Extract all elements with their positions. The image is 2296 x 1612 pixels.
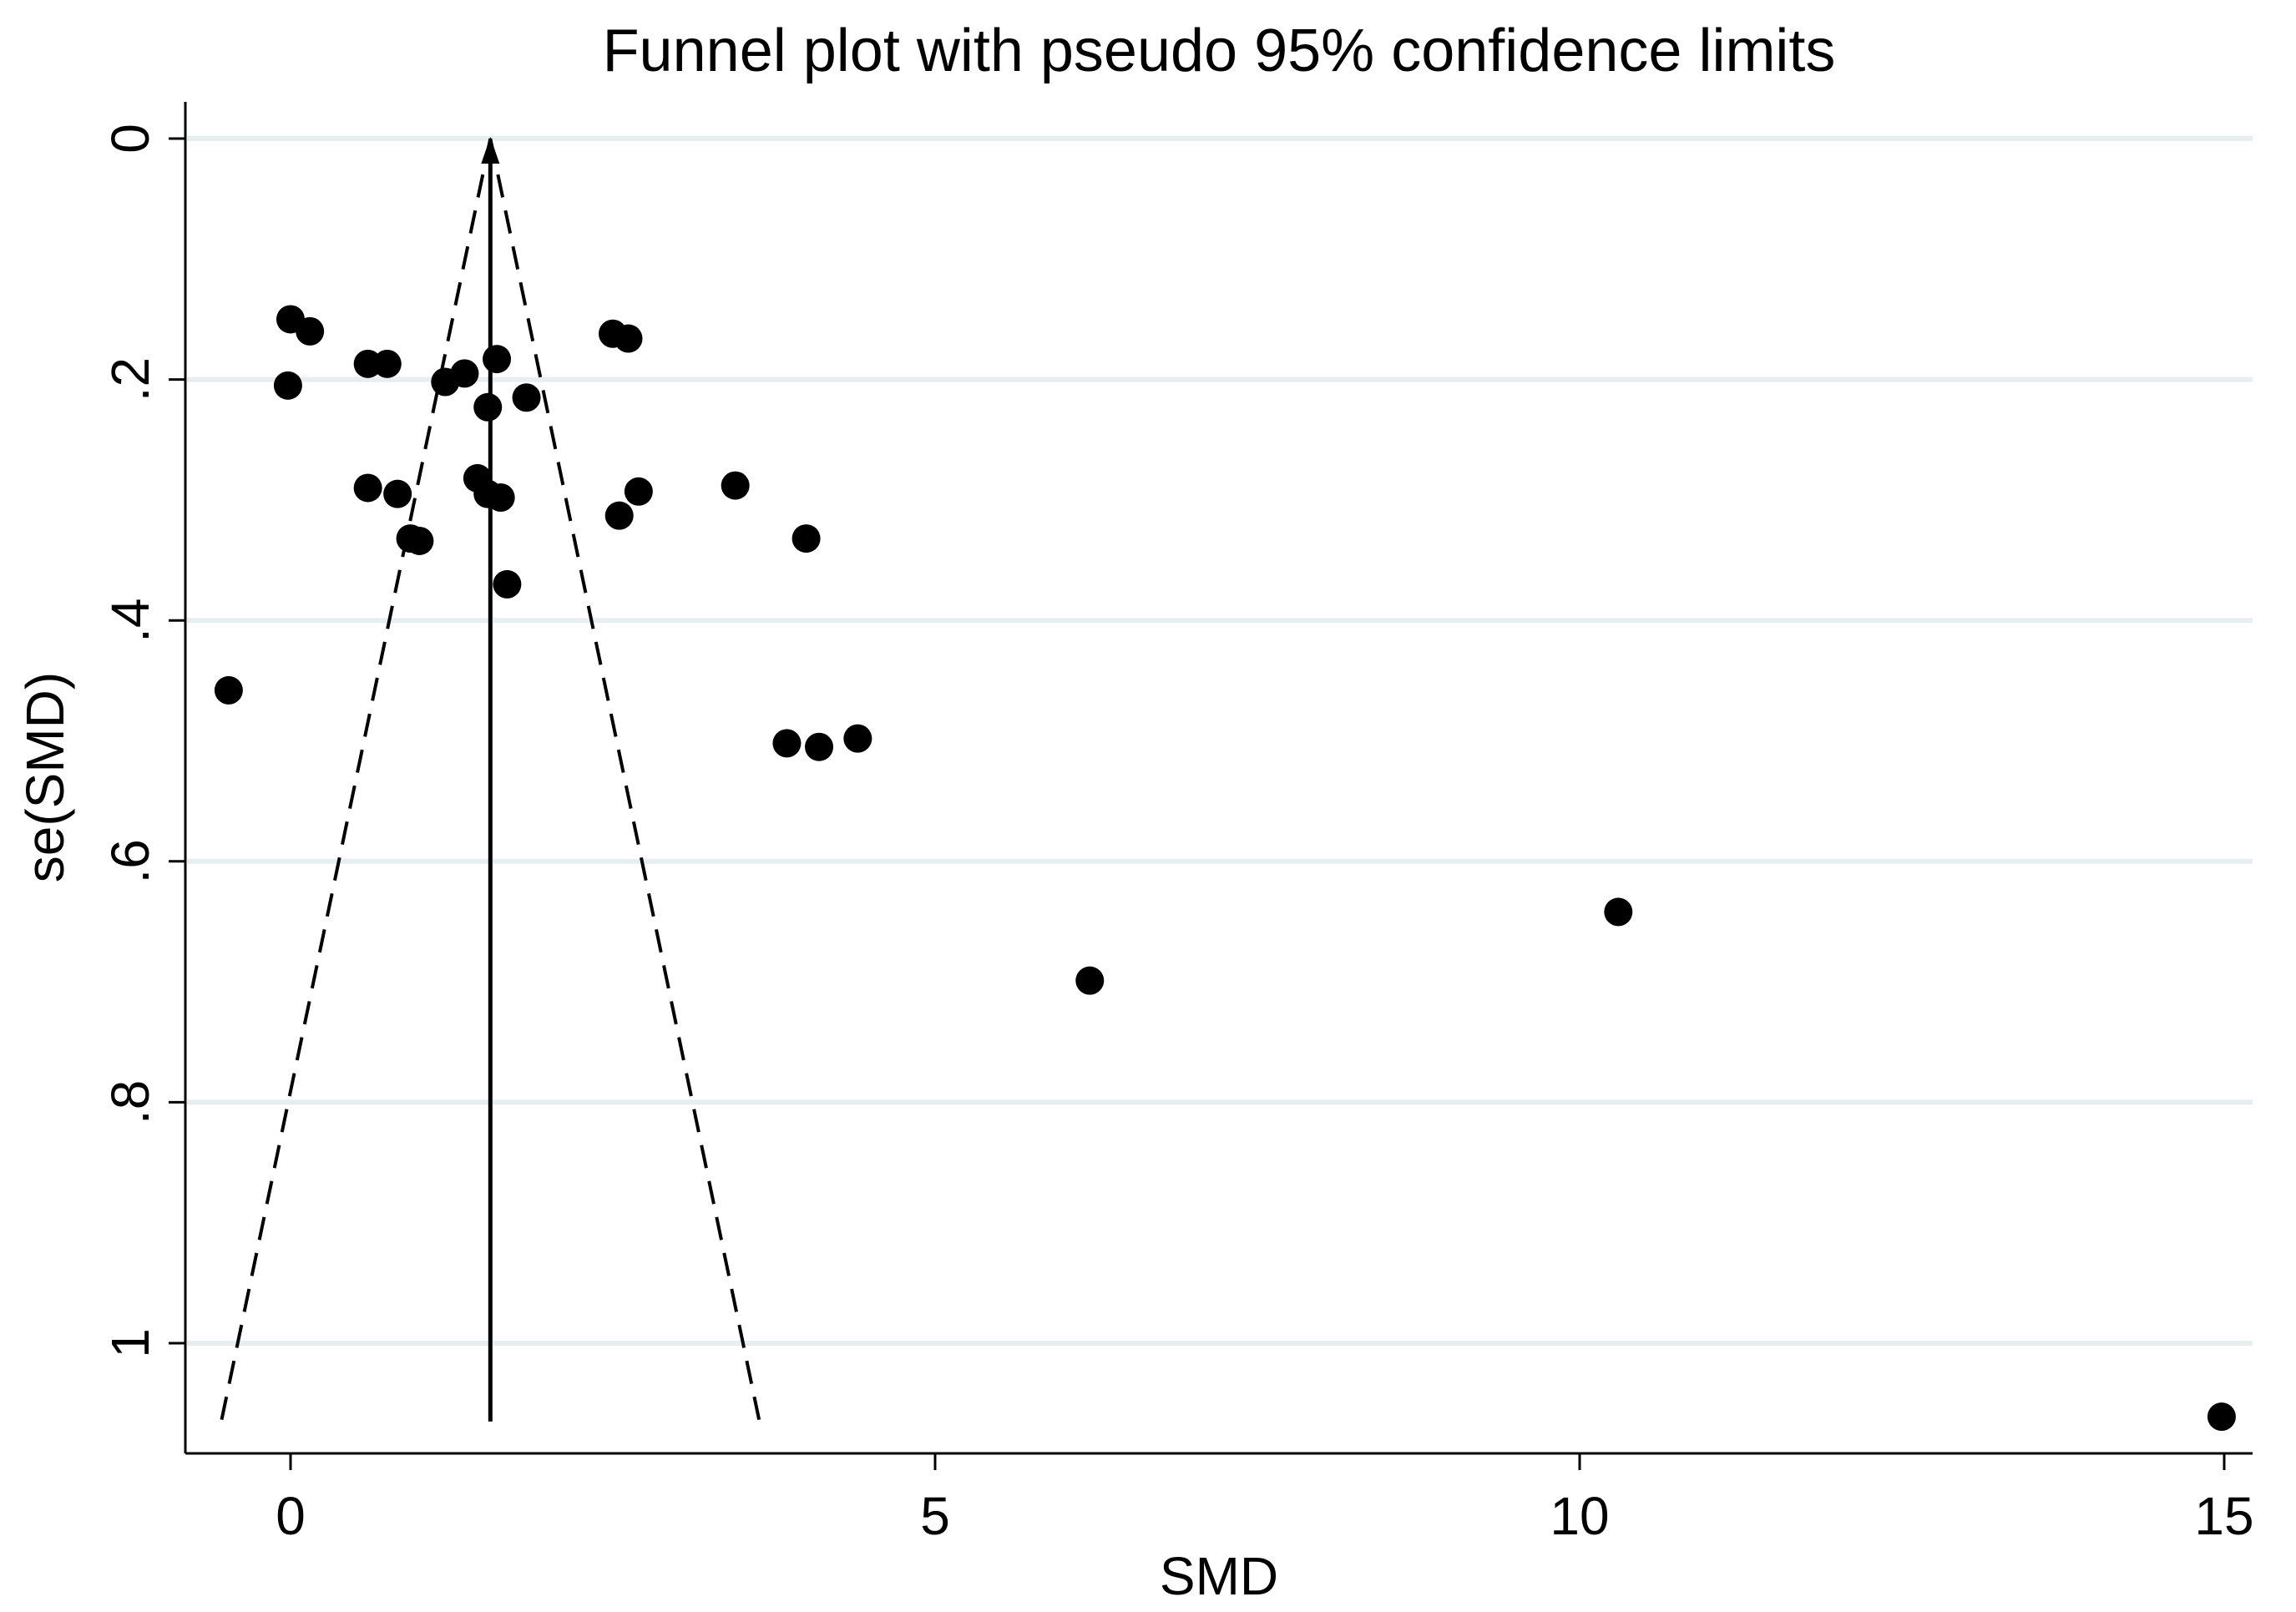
y-tick-label-2: .4 [100,599,160,643]
study-point-25 [772,729,802,758]
study-point-23 [493,569,522,599]
x-tick-label-0: 0 [276,1486,306,1546]
lower-ci-line [220,138,493,1423]
y-tick-label-4: .8 [100,1080,160,1124]
study-point-29 [1075,966,1105,995]
study-point-21 [721,471,750,500]
study-point-28 [1604,897,1633,927]
study-point-26 [805,732,834,761]
study-point-19 [604,501,634,530]
study-point-1 [296,316,325,346]
study-point-2 [273,371,302,400]
study-point-6 [450,359,479,388]
study-point-22 [791,524,821,553]
study-point-24 [214,675,243,705]
study-point-4 [372,349,402,378]
y-axis-ticks: 0 .2 .4 .6 .8 1 [100,124,185,1358]
study-point-9 [512,383,541,412]
study-point-11 [614,324,643,353]
study-point-8 [473,392,503,422]
study-points [214,305,2236,1432]
study-point-12 [353,473,382,503]
x-tick-label-2: 10 [1550,1486,1609,1546]
x-tick-label-3: 15 [2194,1486,2253,1546]
study-point-30 [2207,1402,2236,1432]
pooled-effect-arrowhead [481,137,500,164]
study-point-13 [383,479,412,508]
y-tick-label-1: .2 [100,357,160,402]
x-tick-label-1: 5 [920,1486,950,1546]
gridlines [187,136,2253,1346]
y-axis-label: se(SMD) [15,672,75,882]
x-axis-label: SMD [1160,1546,1278,1606]
study-point-7 [483,345,512,374]
study-point-20 [624,477,653,506]
y-tick-label-0: 0 [100,124,160,154]
y-tick-label-3: .6 [100,839,160,883]
study-point-27 [843,724,872,753]
study-point-18 [405,526,434,555]
x-axis-ticks: 0 5 10 15 [276,1453,2254,1546]
chart-title: Funnel plot with pseudo 95% confidence l… [603,18,1836,84]
y-tick-label-5: 1 [100,1328,160,1358]
study-point-16 [486,483,515,513]
